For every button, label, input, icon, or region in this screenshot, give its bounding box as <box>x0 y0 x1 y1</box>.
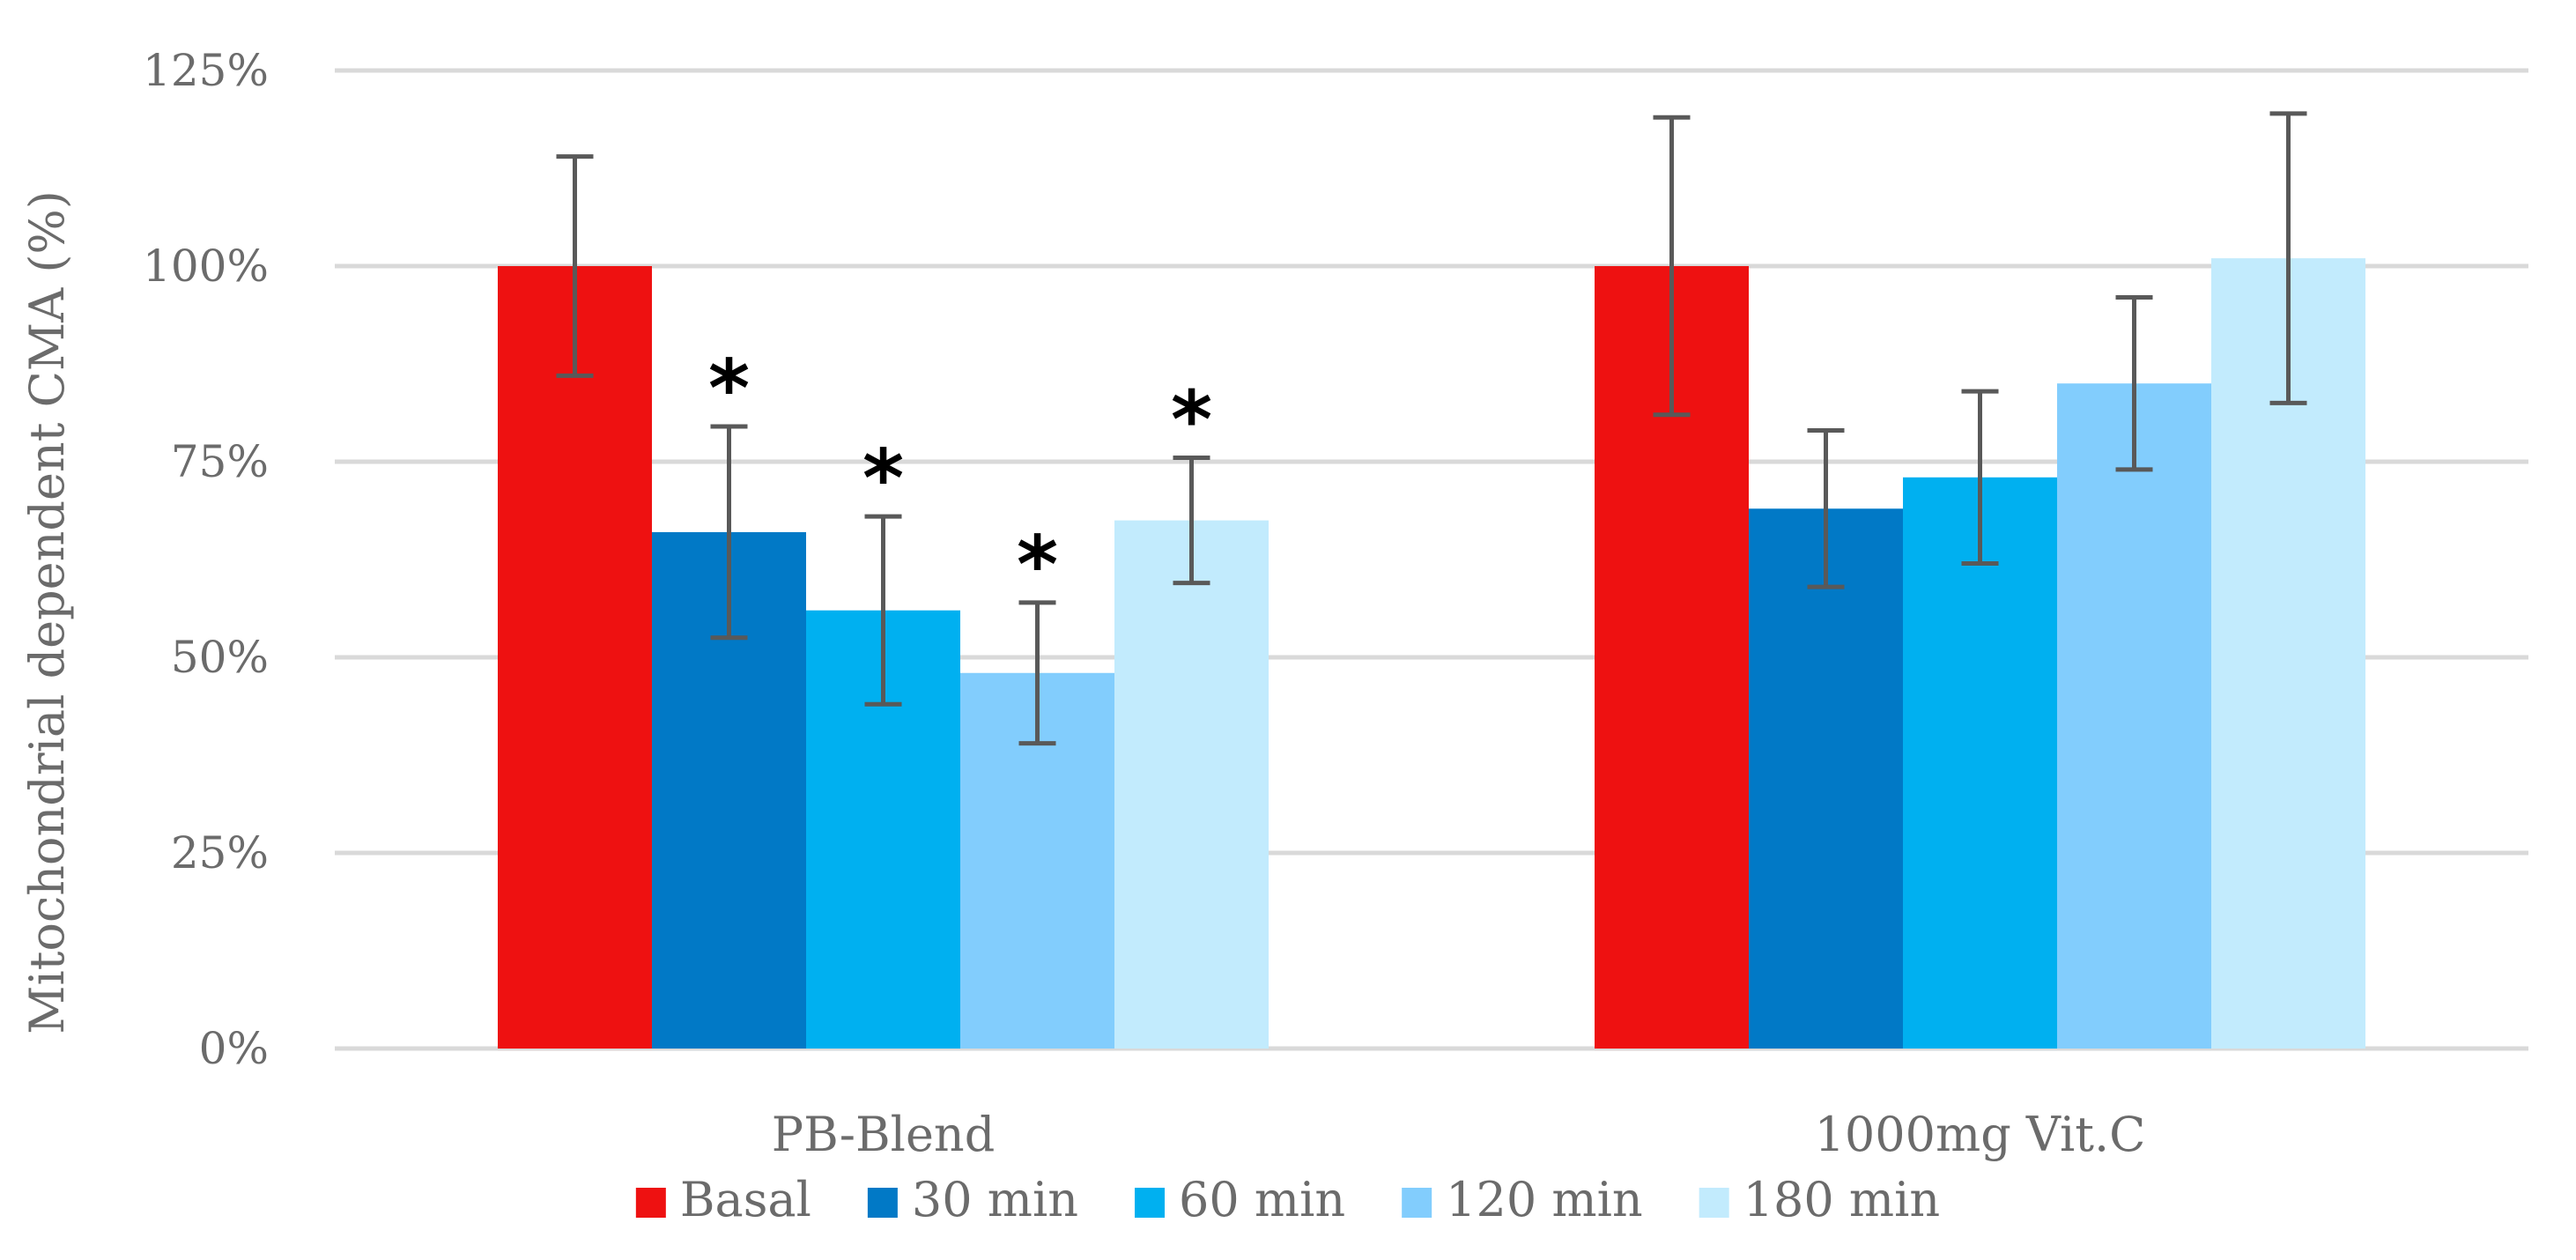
bar <box>2057 383 2211 1049</box>
legend-label: 60 min <box>1179 1172 1345 1227</box>
significance-markers: * * * * <box>708 343 1212 611</box>
legend: Basal 30 min 60 min 120 min 180 min <box>635 1172 1941 1227</box>
bar <box>1114 520 1269 1049</box>
y-axis-ticks: 0% 25% 50% 75% 100% 125% <box>143 45 269 1074</box>
legend-item: 60 min <box>1135 1172 1345 1227</box>
significance-asterisk: * <box>1017 519 1058 611</box>
significance-asterisk: * <box>1171 374 1212 467</box>
legend-swatch <box>635 1188 666 1218</box>
legend-item: Basal <box>635 1172 811 1227</box>
y-axis-title: Mitochondrial dependent CMA (%) <box>19 190 75 1034</box>
legend-swatch <box>867 1188 898 1218</box>
bar <box>1749 508 1903 1049</box>
legend-label: Basal <box>680 1172 811 1227</box>
y-tick-label: 100% <box>143 241 269 292</box>
legend-item: 180 min <box>1699 1172 1941 1227</box>
legend-label: 30 min <box>912 1172 1078 1227</box>
significance-asterisk: * <box>708 343 750 435</box>
y-tick-label: 50% <box>171 632 269 683</box>
legend-swatch <box>1402 1188 1432 1218</box>
legend-label: 180 min <box>1743 1172 1941 1227</box>
x-category-label: PB-Blend <box>772 1107 996 1162</box>
x-axis-categories: PB-Blend 1000mg Vit.C <box>772 1107 2146 1162</box>
y-tick-label: 125% <box>143 45 269 96</box>
y-tick-label: 75% <box>171 436 269 487</box>
legend-swatch <box>1135 1188 1166 1218</box>
significance-asterisk: * <box>862 433 904 525</box>
bars <box>498 258 2365 1049</box>
legend-item: 120 min <box>1402 1172 1643 1227</box>
error-bars <box>556 111 2307 746</box>
bar <box>1903 477 2057 1049</box>
x-category-label: 1000mg Vit.C <box>1815 1107 2146 1162</box>
y-tick-label: 0% <box>199 1023 269 1074</box>
y-tick-label: 25% <box>171 827 269 878</box>
legend-swatch <box>1699 1188 1729 1218</box>
bar <box>498 266 652 1049</box>
legend-label: 120 min <box>1446 1172 1643 1227</box>
legend-item: 30 min <box>867 1172 1078 1227</box>
